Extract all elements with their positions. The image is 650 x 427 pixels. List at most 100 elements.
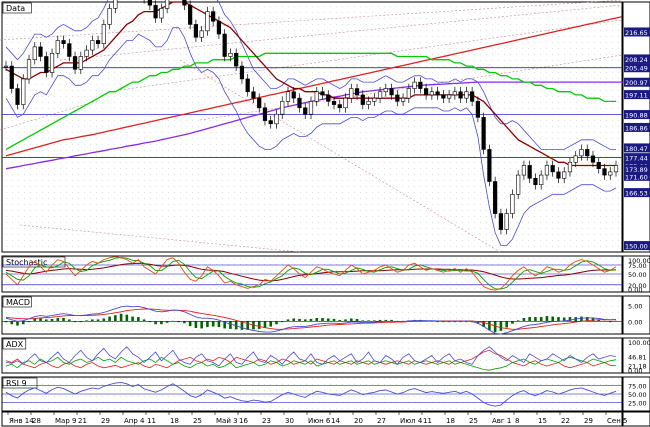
panel-title-box xyxy=(2,377,38,389)
y-tick-label: 20.00 xyxy=(628,282,647,290)
x-tick-label: 20 xyxy=(354,417,363,425)
macd-histogram-bar xyxy=(229,321,232,329)
panel-title-box xyxy=(2,338,27,350)
x-tick-label: Янв 14 xyxy=(9,417,34,425)
macd-histogram-bar xyxy=(344,319,347,322)
candle-body xyxy=(613,165,619,173)
y-tick-label: 186.86 xyxy=(625,124,648,132)
macd-histogram-bar xyxy=(332,318,336,322)
macd-histogram-bar xyxy=(44,319,48,322)
macd-histogram-bar xyxy=(315,318,319,322)
macd-histogram-bar xyxy=(367,320,370,322)
macd-histogram-bar xyxy=(269,321,273,327)
candle-body xyxy=(383,88,388,93)
macd-histogram-bar xyxy=(206,321,209,328)
panel-frame xyxy=(1,1,623,253)
macd-histogram-bar xyxy=(263,321,267,328)
macd-histogram-bar xyxy=(21,321,25,325)
y-tick-label: 171.60 xyxy=(625,173,648,181)
y-tick-label: 166.53 xyxy=(625,190,648,198)
macd-histogram-bar xyxy=(488,321,491,331)
macd-histogram-bar xyxy=(200,321,203,329)
macd-histogram-bar xyxy=(338,319,342,322)
candle-body xyxy=(602,168,607,176)
macd-histogram-bar xyxy=(349,318,353,322)
macd-histogram-bar xyxy=(10,321,14,325)
macd-histogram-bar xyxy=(614,320,618,322)
y-tick-label: 177.44 xyxy=(625,155,648,163)
candle-body xyxy=(84,49,89,57)
macd-line xyxy=(5,305,617,335)
trend-line xyxy=(199,54,623,121)
macd-histogram-bar xyxy=(280,321,284,323)
macd-histogram-bar xyxy=(493,321,497,333)
macd-histogram-bar xyxy=(321,318,324,322)
macd-histogram-bar xyxy=(68,319,71,322)
x-tick-label: Сен 5 xyxy=(607,417,627,425)
panel-title: RSI 9 xyxy=(6,379,27,388)
x-tick-label: 27 xyxy=(377,417,386,425)
candle-body xyxy=(596,161,601,169)
y-tick-label: 0.00 xyxy=(628,367,642,375)
candle-body xyxy=(147,0,152,6)
macd-histogram-bar xyxy=(165,321,169,323)
macd-histogram-bar xyxy=(309,318,313,322)
candle-body xyxy=(458,91,463,99)
candle-body xyxy=(257,97,262,109)
ma-mid xyxy=(5,52,616,150)
x-tick-label: Май 3 xyxy=(216,417,238,425)
macd-histogram-bar xyxy=(4,321,8,323)
macd-histogram-bar xyxy=(303,319,307,322)
x-tick-label: 14 xyxy=(331,417,340,425)
x-tick-label: 29 xyxy=(584,417,593,425)
candle-body xyxy=(291,91,296,99)
y-tick-box xyxy=(624,54,650,64)
y-tick-label: 5.00 xyxy=(628,303,642,311)
candle-body xyxy=(493,181,498,214)
candle-body xyxy=(395,94,400,102)
ma-short xyxy=(5,1,616,167)
candle-body xyxy=(314,91,319,102)
x-tick-label: 23 xyxy=(262,417,271,425)
y-tick-box xyxy=(624,77,650,87)
candle-body xyxy=(441,94,446,99)
candle-body xyxy=(113,0,118,9)
stoch-k xyxy=(5,256,617,291)
macd-histogram-bar xyxy=(246,321,249,330)
macd-histogram-bar xyxy=(292,318,296,322)
y-tick-label: 100.00 xyxy=(628,339,650,347)
y-tick-label: 205.49 xyxy=(625,65,648,73)
candle-body xyxy=(354,88,360,96)
candle-body xyxy=(585,149,590,157)
bollinger-upper xyxy=(5,0,616,150)
macd-histogram-bar xyxy=(96,319,100,322)
candle-body xyxy=(38,46,43,57)
candle-body xyxy=(516,174,521,195)
trend-line xyxy=(19,224,301,253)
macd-histogram-bar xyxy=(326,318,330,322)
candle-body xyxy=(274,113,279,125)
macd-histogram-bar xyxy=(27,321,31,323)
candle-body xyxy=(3,65,9,68)
macd-histogram-bar xyxy=(580,316,583,322)
candle-body xyxy=(452,91,457,96)
macd-histogram-bar xyxy=(148,321,152,323)
candle-body xyxy=(464,91,469,99)
candle-body xyxy=(101,24,106,44)
macd-histogram-bar xyxy=(73,321,77,323)
candle-body xyxy=(262,107,268,121)
x-tick-label: Июн 6 xyxy=(308,417,331,425)
macd-histogram-bar xyxy=(114,315,117,322)
macd-histogram-bar xyxy=(125,314,129,322)
macd-histogram-bar xyxy=(482,321,485,328)
candle-body xyxy=(435,91,440,96)
y-tick-label: 208.24 xyxy=(625,56,648,64)
x-tick-label: 25 xyxy=(469,417,478,425)
y-tick-label: 21.18 xyxy=(628,363,647,371)
candle-body xyxy=(44,56,49,73)
macd-histogram-bar xyxy=(33,318,37,322)
y-tick-box xyxy=(624,122,650,132)
